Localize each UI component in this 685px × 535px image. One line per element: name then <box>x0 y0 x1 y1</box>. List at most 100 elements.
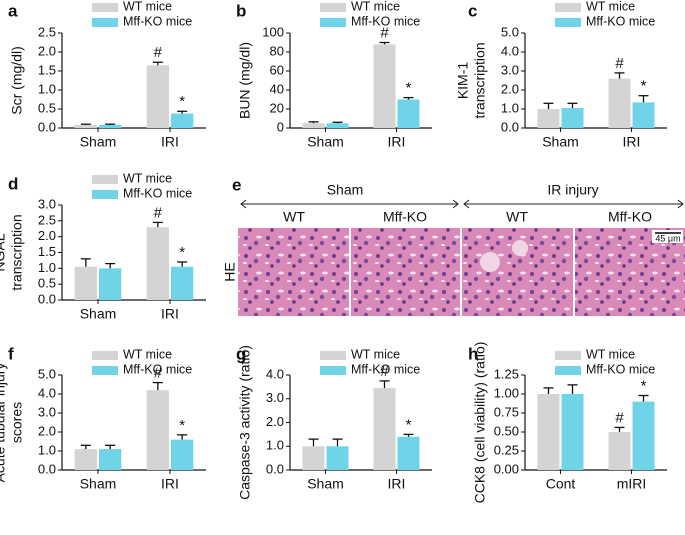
y-tick-label: 0.5 <box>38 100 56 115</box>
significance-marker: # <box>380 24 389 41</box>
column-label: Mff-KO <box>608 209 652 225</box>
y-tick-label: 1.0 <box>266 438 284 453</box>
x-tick-label: IRI <box>161 306 179 322</box>
y-tick-label: 1.0 <box>38 81 56 96</box>
bar <box>171 113 194 128</box>
column-label: WT <box>506 209 528 225</box>
significance-marker: * <box>179 93 185 110</box>
row-label: HE <box>222 262 238 281</box>
y-axis-title: NGAL <box>0 233 8 271</box>
legend-swatch <box>320 18 346 27</box>
scale-bar-label: 45 μm <box>655 233 680 243</box>
error-bar <box>567 384 578 394</box>
panel-letter: a <box>8 1 18 20</box>
error-bar <box>332 438 343 447</box>
legend-swatch <box>320 351 346 360</box>
panel-letter: e <box>232 175 241 194</box>
legend-label: Mff-KO mice <box>586 362 655 376</box>
y-tick-label: 0.00 <box>494 461 519 476</box>
bar <box>302 123 325 128</box>
x-tick-label: Sham <box>307 476 344 492</box>
group-label: Sham <box>327 182 364 198</box>
y-tick-label: 100 <box>262 24 284 39</box>
y-tick-label: 5.0 <box>38 366 56 381</box>
y-tick-label: 0 <box>277 119 284 134</box>
y-tick-label: 2.0 <box>38 228 56 243</box>
legend-swatch <box>92 190 118 199</box>
y-tick-label: 1.5 <box>38 62 56 77</box>
legend-swatch <box>555 351 581 360</box>
bar <box>561 108 584 128</box>
error-bar <box>543 102 554 109</box>
error-bar <box>177 261 188 267</box>
error-bar <box>152 61 163 66</box>
y-tick-label: 80 <box>270 43 284 58</box>
legend-swatch <box>555 18 581 27</box>
y-tick-label: 1.0 <box>501 100 519 115</box>
error-bar <box>379 380 390 389</box>
x-tick-label: IRI <box>388 134 406 150</box>
y-tick-label: 1.0 <box>38 442 56 457</box>
y-tick-label: 3.0 <box>38 196 56 211</box>
y-axis-title: Caspase-3 activity (ratio) <box>237 345 253 500</box>
group-arrows <box>240 199 684 209</box>
significance-marker: # <box>154 365 163 382</box>
y-tick-label: 3.0 <box>501 62 519 77</box>
significance-marker: * <box>641 78 647 95</box>
legend-label: WT mice <box>123 347 172 361</box>
bar <box>146 227 169 300</box>
y-tick-label: 2.5 <box>38 24 56 39</box>
legend-label: WT mice <box>123 0 172 13</box>
bar <box>99 268 122 300</box>
y-tick-label: 0.75 <box>494 404 519 419</box>
bar <box>537 394 560 470</box>
y-tick-label: 4.0 <box>501 43 519 58</box>
legend-swatch <box>92 18 118 27</box>
y-axis-title: scores <box>9 402 25 443</box>
legend-swatch <box>320 366 346 375</box>
legend-label: Mff-KO mice <box>123 362 192 376</box>
y-axis-title: CCK8 (cell viability) (ratio) <box>472 342 488 504</box>
error-bar <box>332 121 343 124</box>
y-tick-label: 2.0 <box>266 414 284 429</box>
image-detail <box>480 252 500 272</box>
y-axis-title: Scr (mg/dl) <box>9 46 25 114</box>
panel-letter: d <box>8 174 18 193</box>
x-tick-label: Sham <box>80 134 117 150</box>
bar <box>397 99 420 128</box>
bar <box>373 44 396 128</box>
significance-marker: * <box>406 80 412 97</box>
bar <box>74 266 97 300</box>
error-bar <box>543 387 554 394</box>
significance-marker: # <box>154 44 163 61</box>
y-axis-title: transcription <box>9 214 25 290</box>
panel-letter: b <box>236 1 246 20</box>
y-tick-label: 0.5 <box>38 276 56 291</box>
legend-swatch <box>555 3 581 12</box>
significance-marker: # <box>615 409 624 426</box>
y-tick-label: 1.25 <box>494 366 519 381</box>
legend-swatch <box>92 3 118 12</box>
bar <box>171 266 194 300</box>
error-bar <box>105 262 116 269</box>
x-tick-label: Sham <box>80 476 117 492</box>
error-bar <box>177 110 188 114</box>
error-bar <box>152 381 163 391</box>
error-bar <box>80 258 91 267</box>
y-tick-label: 2.5 <box>38 212 56 227</box>
y-tick-label: 1.5 <box>38 244 56 259</box>
legend-label: WT mice <box>351 0 400 13</box>
bar <box>171 439 194 470</box>
legend-label: WT mice <box>586 347 635 361</box>
bar <box>302 446 325 470</box>
error-bar <box>105 444 116 450</box>
x-tick-label: Sham <box>307 134 344 150</box>
legend-swatch <box>92 175 118 184</box>
bar <box>537 109 560 128</box>
y-tick-label: 1.0 <box>38 260 56 275</box>
significance-marker: # <box>615 55 624 72</box>
bar <box>74 124 97 128</box>
x-tick-label: mIRI <box>617 476 647 492</box>
bar <box>326 446 349 470</box>
